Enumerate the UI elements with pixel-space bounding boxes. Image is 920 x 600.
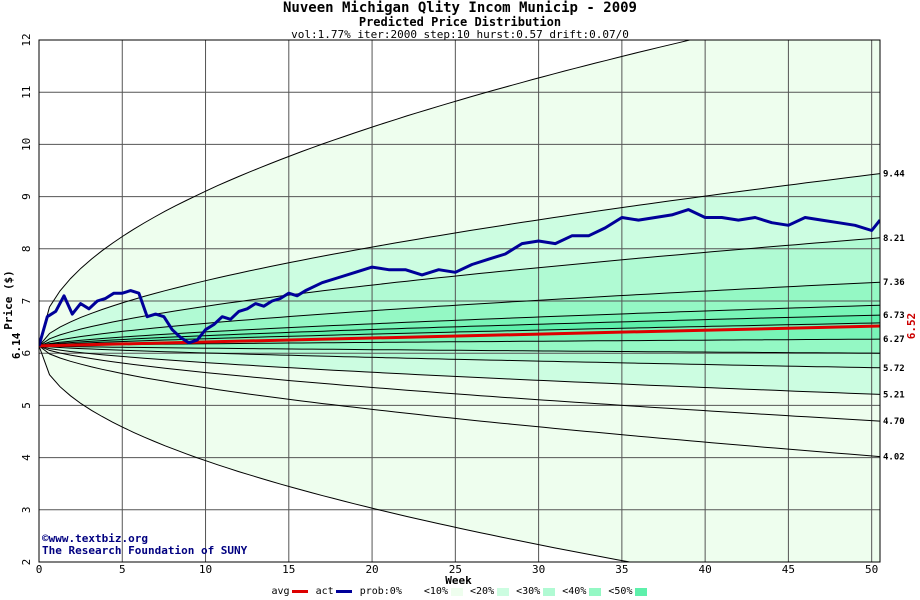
- band-boundary-0: [39, 40, 693, 347]
- x-tick-label: 10: [199, 563, 212, 576]
- legend: avg act prob:0% <10% <20% <30% <40% <50%: [0, 586, 920, 598]
- legend-swatch-0: [404, 587, 417, 596]
- probability-band-2: [39, 237, 880, 346]
- band-end-label: 6.27: [883, 335, 905, 345]
- legend-swatch-50: [635, 587, 648, 596]
- legend-act-label: act: [315, 586, 334, 597]
- band-boundary-2: [39, 237, 880, 347]
- band-boundary-10: [39, 345, 880, 395]
- legend-swatch-40: [589, 587, 602, 596]
- y-tick-label: 4: [20, 454, 33, 461]
- band-boundary-12: [39, 345, 880, 458]
- y-tick-label: 9: [20, 193, 33, 200]
- chart-labels: 0 5 10 15 20 25 30 35 40 45 5023456789101112WeekPr…: [2, 33, 918, 587]
- legend-b40-label: <40%: [562, 586, 587, 597]
- legend-act-swatch: [335, 590, 352, 593]
- axes: [38, 39, 881, 563]
- y-tick-label: 5: [20, 402, 33, 409]
- chart-subtitle: Predicted Price Distribution: [358, 15, 562, 29]
- legend-swatch-20: [497, 587, 510, 596]
- x-tick-label: 30: [532, 563, 545, 576]
- legend-b50-label: <50%: [608, 586, 633, 597]
- probability-band-12: [39, 345, 880, 562]
- avg-line: [39, 324, 880, 348]
- plot-border: [38, 39, 881, 563]
- probability-band-7: [39, 339, 880, 354]
- probability-band-5: [39, 315, 880, 346]
- watermark-url: ©www.textbiz.org: [42, 532, 148, 545]
- x-tick-label: 45: [782, 563, 795, 576]
- legend-b30-label: <30%: [516, 586, 541, 597]
- probability-band-11: [39, 345, 880, 457]
- legend-b10-label: <10%: [423, 586, 448, 597]
- band-boundary-lines: [39, 40, 880, 562]
- legend-b20-label: <20%: [470, 586, 495, 597]
- band-end-label: 6.73: [883, 311, 905, 321]
- band-boundary-8: [39, 345, 880, 354]
- band-end-label: 4.02: [883, 453, 905, 463]
- x-axis-label: Week: [445, 574, 472, 587]
- probability-band-4: [39, 305, 880, 346]
- band-end-label: 5.72: [883, 364, 905, 374]
- band-boundary-3: [39, 281, 880, 347]
- band-boundary-9: [39, 345, 880, 369]
- x-tick-label: 40: [699, 563, 712, 576]
- band-end-label: 7.36: [883, 278, 905, 288]
- band-end-label: 5.21: [883, 390, 905, 400]
- start-price-label: 6.14: [10, 332, 23, 359]
- probability-band-10: [39, 345, 880, 422]
- y-tick-label: 12: [20, 33, 33, 46]
- x-tick-label: 0: [36, 563, 43, 576]
- probability-band-9: [39, 345, 880, 395]
- x-tick-label: 50: [865, 563, 878, 576]
- legend-avg-label: avg: [271, 586, 290, 597]
- band-boundary-1: [39, 173, 880, 347]
- x-tick-label: 35: [615, 563, 628, 576]
- y-tick-label: 3: [20, 506, 33, 513]
- y-tick-label: 8: [20, 245, 33, 252]
- band-end-label: 9.44: [883, 170, 905, 180]
- band-boundary-4: [39, 304, 880, 347]
- y-tick-label: 6: [20, 350, 33, 357]
- legend-avg-swatch: [291, 590, 308, 593]
- x-tick-label: 20: [365, 563, 378, 576]
- probability-band-3: [39, 282, 880, 346]
- end-price-label: 6.52: [905, 313, 918, 340]
- legend-prob-label: prob:0%: [359, 586, 402, 597]
- y-axis-label: Price ($): [2, 270, 15, 330]
- watermark-org: The Research Foundation of SUNY: [42, 544, 248, 557]
- chart-params: vol:1.77% iter:2000 step:10 hurst:0.57 d…: [291, 28, 629, 41]
- watermark: ©www.textbiz.org The Research Foundation…: [42, 533, 247, 557]
- y-tick-label: 2: [20, 559, 33, 566]
- legend-swatch-10: [450, 587, 463, 596]
- y-tick-label: 7: [20, 298, 33, 305]
- act-line: [39, 208, 880, 347]
- probability-band-0: [39, 40, 880, 346]
- band-boundary-6: [39, 322, 880, 347]
- band-end-label: 8.21: [883, 234, 905, 244]
- y-tick-label: 11: [20, 86, 33, 99]
- series-lines: [39, 208, 880, 348]
- x-tick-label: 25: [449, 563, 462, 576]
- probability-band-8: [39, 345, 880, 368]
- x-tick-label: 15: [282, 563, 295, 576]
- band-boundary-11: [39, 345, 880, 422]
- band-end-label: 4.70: [883, 417, 905, 427]
- x-tick-label: 5: [119, 563, 126, 576]
- band-boundary-13: [39, 345, 633, 562]
- y-tick-label: 10: [20, 138, 33, 151]
- legend-swatch-30: [543, 587, 556, 596]
- chart-title: Nuveen Michigan Qlity Incom Municip - 20…: [282, 0, 637, 16]
